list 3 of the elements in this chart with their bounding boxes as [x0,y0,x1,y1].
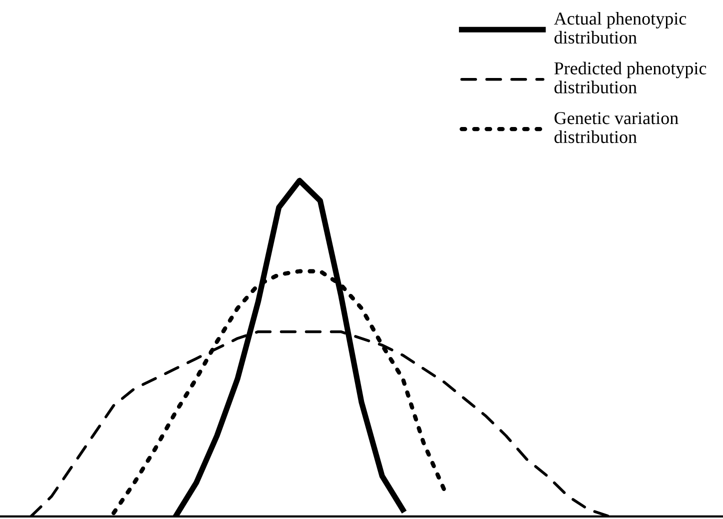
legend-label: Genetic variation distribution [554,112,678,144]
legend-label: Predicted phenotypic distribution [554,62,706,94]
legend-label: Actual phenotypic distribution [554,12,686,44]
